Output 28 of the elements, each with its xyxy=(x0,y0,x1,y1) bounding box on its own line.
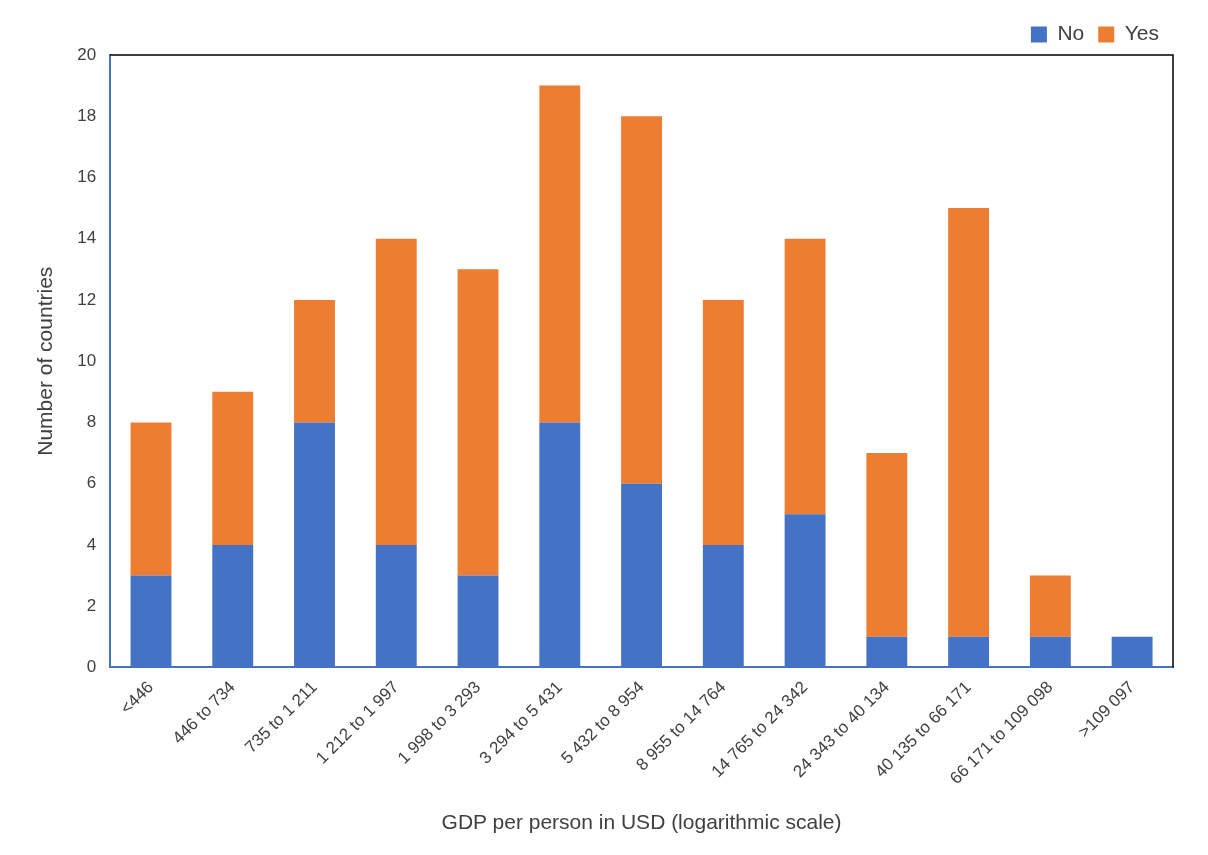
bar xyxy=(702,299,744,545)
bar xyxy=(948,208,990,637)
legend-label: No xyxy=(1057,21,1085,45)
bar xyxy=(294,299,335,423)
y-tick-label: 10 xyxy=(77,350,97,370)
bar xyxy=(212,391,254,545)
y-tick-label: 2 xyxy=(86,595,97,615)
bar xyxy=(539,85,581,423)
legend-label: Yes xyxy=(1124,21,1160,45)
bar xyxy=(866,453,908,637)
y-tick-label: 16 xyxy=(77,167,97,187)
bar xyxy=(457,269,499,576)
y-tick-label: 6 xyxy=(86,473,97,493)
x-tick-label: 446 to 734 xyxy=(168,677,239,748)
y-tick-label: 8 xyxy=(86,412,97,432)
x-axis-title: GDP per person in USD (logarithmic scale) xyxy=(441,810,842,834)
y-tick-label: 14 xyxy=(77,228,97,248)
y-tick-label: 4 xyxy=(86,534,97,554)
bar xyxy=(375,238,417,545)
y-tick-label: 18 xyxy=(77,105,97,125)
bar xyxy=(784,238,826,515)
y-tick-label: 20 xyxy=(77,44,97,64)
bar xyxy=(1029,575,1071,637)
bar xyxy=(621,116,662,484)
y-axis-title: Number of countries xyxy=(33,266,57,456)
bar xyxy=(130,422,172,576)
y-tick-label: 12 xyxy=(77,289,97,309)
y-tick-label: 0 xyxy=(86,657,97,677)
